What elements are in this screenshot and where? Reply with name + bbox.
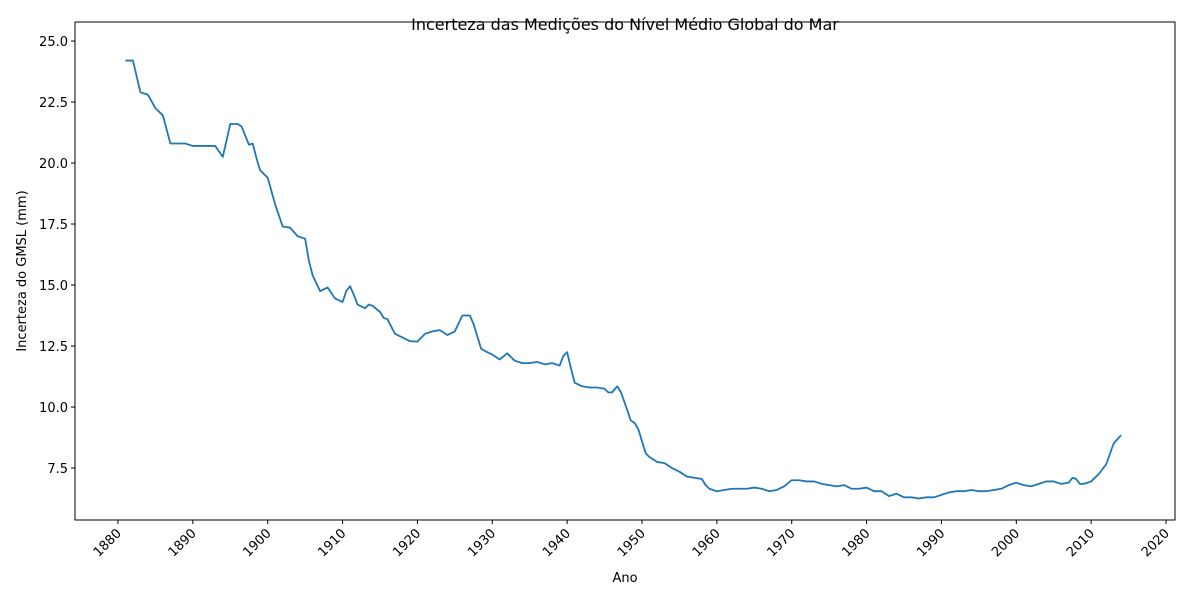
y-tick-label: 7.5 [47, 462, 68, 477]
y-tick-label: 15.0 [39, 279, 68, 294]
x-tick-label: 1930 [465, 526, 499, 560]
x-tick-label: 2020 [1139, 526, 1173, 560]
x-axis-label: Ano [612, 571, 637, 586]
y-tick-label: 12.5 [39, 340, 68, 355]
x-tick-label: 2000 [989, 526, 1023, 560]
y-tick-label: 20.0 [39, 157, 68, 172]
x-tick-label: 1950 [615, 526, 649, 560]
x-tick-label: 1990 [914, 526, 948, 560]
y-axis-label: Incerteza do GMSL (mm) [15, 190, 30, 351]
y-tick-label: 17.5 [39, 218, 68, 233]
x-tick-label: 1920 [390, 526, 424, 560]
y-tick-label: 22.5 [39, 96, 68, 111]
x-tick-label: 1940 [540, 526, 574, 560]
line-series [125, 59, 1122, 500]
x-tick-label: 2010 [1064, 526, 1098, 560]
x-tick-label: 1910 [315, 526, 349, 560]
x-tick-label: 1970 [765, 526, 799, 560]
x-tick-label: 1900 [241, 526, 275, 560]
chart-title: Incerteza das Medições do Nível Médio Gl… [411, 15, 839, 34]
x-tick-label: 1980 [839, 526, 873, 560]
y-tick-label: 10.0 [39, 401, 68, 416]
x-tick-label: 1890 [166, 526, 200, 560]
x-tick-label: 1880 [91, 526, 125, 560]
plot-frame [74, 21, 1176, 521]
x-tick-label: 1960 [690, 526, 724, 560]
y-tick-label: 25.0 [39, 35, 68, 50]
